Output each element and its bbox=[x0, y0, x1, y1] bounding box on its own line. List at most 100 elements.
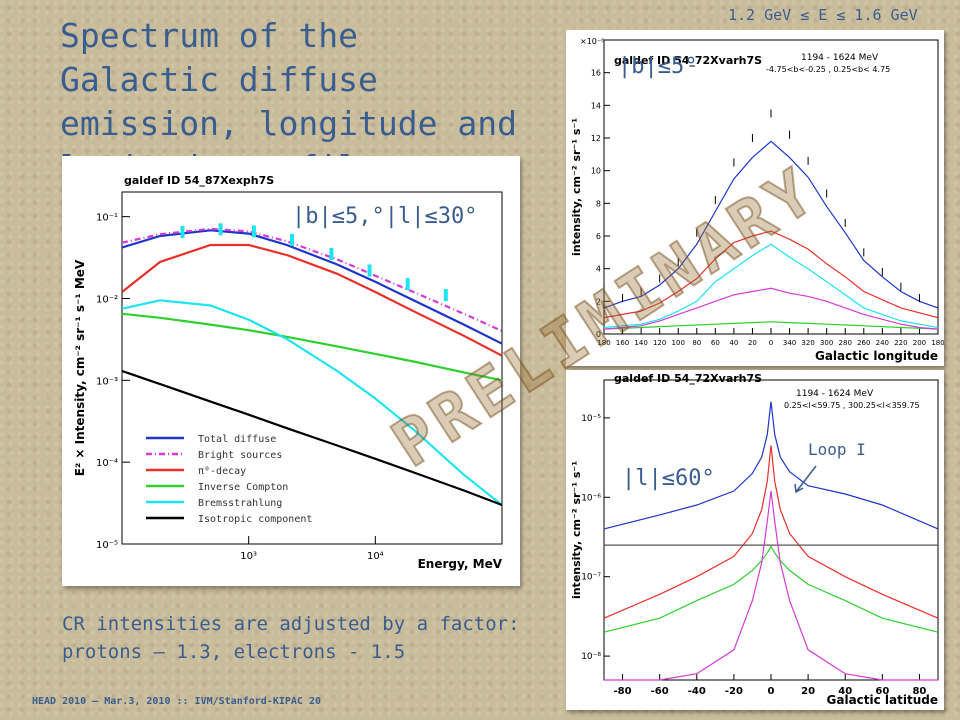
series-line-5 bbox=[121, 369, 503, 507]
x-tick-label: 80 bbox=[692, 339, 701, 347]
cr-adjustment-note: CR intensities are adjusted by a factor:… bbox=[62, 613, 520, 663]
x-tick-label: 40 bbox=[838, 686, 852, 697]
x-tick-label: 200 bbox=[913, 339, 926, 347]
plot-frame bbox=[121, 191, 503, 545]
data-point bbox=[218, 223, 223, 236]
y-tick-label: 8 bbox=[596, 199, 601, 208]
x-tick-label: -20 bbox=[725, 686, 743, 697]
x-tick-label: 40 bbox=[729, 339, 738, 347]
y-tick-label: 10⁻⁷ bbox=[581, 573, 601, 583]
data-point bbox=[367, 264, 372, 277]
plot-annotation: 1194 - 1624 MeV bbox=[801, 53, 879, 63]
loop-i-label: Loop I bbox=[808, 440, 866, 459]
y-tick-label: 10⁻¹ bbox=[96, 213, 118, 224]
y-tick-label: 10⁻⁸ bbox=[581, 652, 601, 662]
x-tick-label: 10³ bbox=[240, 551, 257, 562]
series-line-0 bbox=[603, 140, 939, 309]
x-axis-label: Energy, MeV bbox=[418, 557, 503, 571]
y-tick-label: 16 bbox=[591, 69, 601, 78]
plot-annotation: 1194 - 1624 MeV bbox=[796, 389, 874, 399]
legend-entry: Bright sources bbox=[198, 450, 282, 461]
y-tick-label: 2 bbox=[596, 297, 601, 306]
plot-title: galdef ID 54_87Xexph7S bbox=[124, 174, 274, 187]
x-tick-label: -60 bbox=[651, 686, 669, 697]
x-tick-label: 340 bbox=[783, 339, 796, 347]
y-axis-label: intensity, cm⁻² sr⁻¹ s⁻¹ bbox=[570, 461, 583, 599]
x-tick-label: 10⁴ bbox=[367, 551, 384, 562]
x-tick-label: 60 bbox=[875, 686, 889, 697]
y-tick-label: 10⁻³ bbox=[96, 376, 118, 387]
y-axis-label: intensity, cm⁻² sr⁻¹ s⁻¹ bbox=[570, 118, 583, 256]
latitude-region-label: |l|≤60° bbox=[622, 466, 715, 491]
series-line-1 bbox=[603, 445, 939, 619]
series-line-3 bbox=[121, 312, 503, 382]
plot-title: galdef ID 54_72Xvarh7S bbox=[614, 54, 762, 67]
longitude-profile-chart: galdef ID 54_72Xvarh7S 1194 - 1624 MeV -4.… bbox=[570, 37, 945, 363]
legend-entry: Isotropic component bbox=[198, 514, 312, 525]
plot-frame bbox=[603, 379, 939, 681]
y-tick-label: 10⁻⁵ bbox=[96, 540, 118, 551]
y-tick-label: 6 bbox=[596, 232, 601, 241]
x-tick-label: 20 bbox=[748, 339, 757, 347]
series-line-2 bbox=[603, 321, 939, 330]
x-tick-label: 260 bbox=[857, 339, 870, 347]
data-point bbox=[405, 278, 410, 291]
loop-i-arrow bbox=[794, 465, 817, 494]
y-tick-label: 10⁻⁵ bbox=[581, 414, 601, 424]
data-point bbox=[290, 233, 295, 246]
plot-annotation-2: -4.75<b<-0.25 , 0.25<b< 4.75 bbox=[766, 65, 890, 74]
legend-entry: Bremsstrahlung bbox=[198, 498, 282, 509]
data-point bbox=[251, 225, 256, 238]
x-tick-label: 0 bbox=[768, 686, 775, 697]
energy-range-label: 1.2 GeV ≤ E ≤ 1.6 GeV bbox=[728, 6, 918, 24]
y-tick-label: 14 bbox=[591, 101, 601, 110]
series-line-4 bbox=[121, 299, 503, 506]
x-tick-label: 80 bbox=[912, 686, 926, 697]
legend-entry: Inverse Compton bbox=[198, 482, 288, 493]
footer-credit: HEAD 2010 – Mar.3, 2010 :: IVM/Stanford-… bbox=[32, 696, 321, 707]
y-multiplier: ×10⁻⁶ bbox=[580, 37, 604, 46]
x-tick-label: 320 bbox=[801, 339, 814, 347]
x-tick-label: -40 bbox=[688, 686, 706, 697]
series-line-3 bbox=[603, 287, 939, 330]
plot-annotation-2: 0.25<l<59.75 , 300.25<l<359.75 bbox=[784, 401, 920, 410]
x-tick-label: 160 bbox=[616, 339, 629, 347]
x-axis-label: Galactic latitude bbox=[827, 693, 938, 707]
x-tick-label: 220 bbox=[894, 339, 907, 347]
latitude-profile-chart: galdef ID 54_72Xvarh7S 1194 - 1624 MeV 0.2… bbox=[570, 372, 939, 707]
x-tick-label: 20 bbox=[801, 686, 815, 697]
series-line-3 bbox=[603, 545, 939, 633]
x-tick-label: -80 bbox=[614, 686, 632, 697]
data-point bbox=[443, 289, 448, 302]
x-tick-label: 60 bbox=[711, 339, 720, 347]
y-tick-label: 0 bbox=[596, 330, 601, 339]
legend-entry: Total diffuse bbox=[198, 434, 276, 445]
spectrum-region-label: |b|≤5,°|l|≤30° bbox=[292, 204, 478, 229]
spectrum-chart: galdef ID 54_87Xexph7S Energy, MeV E² × In… bbox=[73, 174, 503, 571]
y-tick-label: 10 bbox=[591, 167, 601, 176]
y-tick-label: 10⁻⁴ bbox=[96, 458, 118, 469]
series-line-4 bbox=[603, 243, 939, 329]
y-tick-label: 12 bbox=[591, 134, 601, 143]
y-tick-label: 4 bbox=[596, 265, 601, 274]
x-tick-label: 180 bbox=[597, 339, 610, 347]
longitude-profile-panel: galdef ID 54_72Xvarh7S 1194 - 1624 MeV -4.… bbox=[566, 30, 945, 366]
latitude-profile-panel: galdef ID 54_72Xvarh7S 1194 - 1624 MeV 0.2… bbox=[566, 370, 944, 710]
x-tick-label: 300 bbox=[820, 339, 833, 347]
spectrum-chart-panel: galdef ID 54_87Xexph7S Energy, MeV E² × In… bbox=[62, 156, 520, 586]
series-line-0 bbox=[603, 401, 939, 530]
longitude-region-label: |b|≤5° bbox=[618, 54, 698, 79]
x-tick-label: 100 bbox=[672, 339, 685, 347]
x-tick-label: 140 bbox=[634, 339, 647, 347]
data-point bbox=[329, 247, 334, 260]
series-line-1 bbox=[603, 230, 939, 319]
x-tick-label: 120 bbox=[653, 339, 666, 347]
plot-title: galdef ID 54_72Xvarh7S bbox=[614, 372, 762, 385]
legend-entry: π⁰-decay bbox=[198, 466, 246, 477]
y-axis-label: E² × Intensity, cm⁻² sr⁻¹ s⁻¹ MeV bbox=[73, 259, 87, 476]
y-tick-label: 10⁻² bbox=[96, 294, 118, 305]
x-tick-label: 280 bbox=[839, 339, 852, 347]
x-tick-label: 240 bbox=[876, 339, 889, 347]
x-axis-label: Galactic longitude bbox=[815, 349, 938, 363]
x-tick-label: 0 bbox=[769, 339, 773, 347]
